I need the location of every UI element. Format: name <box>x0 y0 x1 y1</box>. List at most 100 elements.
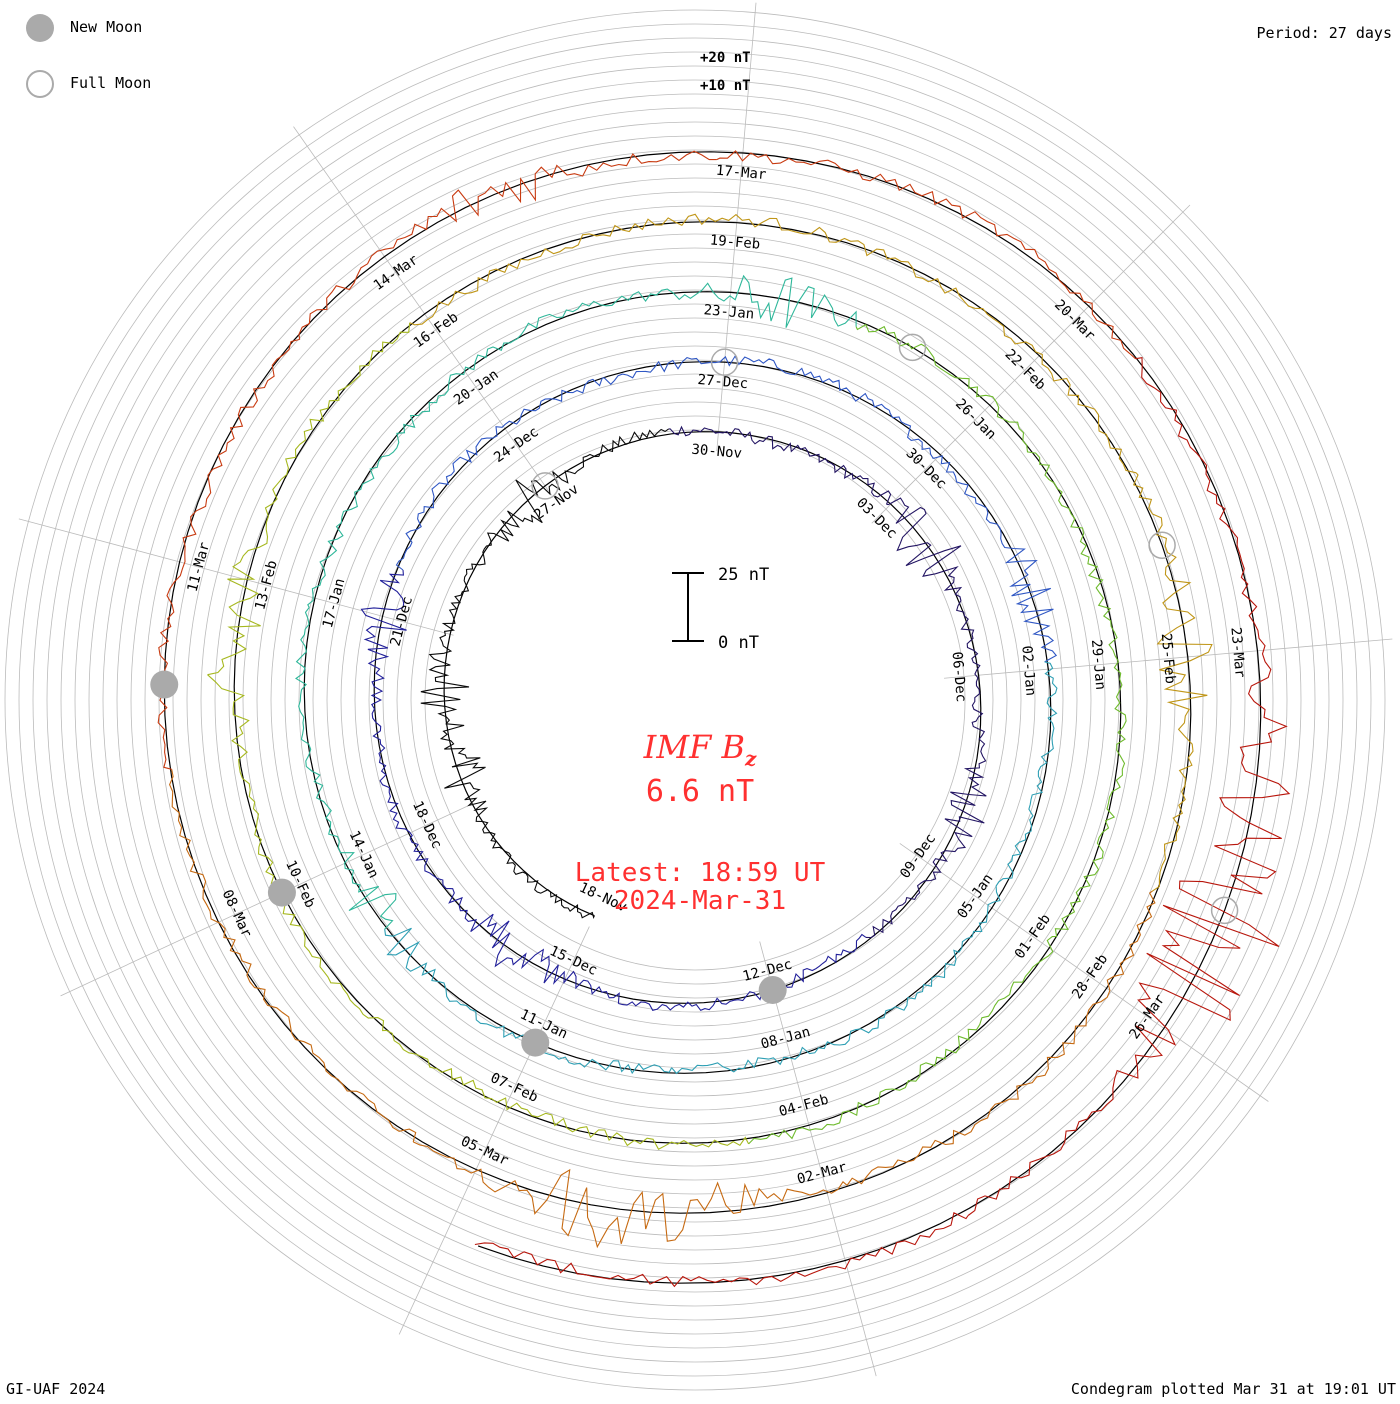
grid-ring <box>130 135 1260 1265</box>
grid-ring <box>74 79 1316 1321</box>
grid-spoke <box>759 941 877 1377</box>
date-label: 07-Feb <box>488 1070 541 1106</box>
bz-trace-segment <box>482 428 670 555</box>
bz-trace-segment <box>386 1029 750 1150</box>
grid-ring <box>242 247 1148 1153</box>
grid-ring <box>256 261 1134 1139</box>
grid-ring <box>32 37 1358 1363</box>
bz-trace-segment <box>1054 578 1127 937</box>
new-moon-icon <box>26 14 54 42</box>
bz-trace-segment <box>886 497 984 722</box>
bz-trace-segment <box>618 933 867 1011</box>
full-moon-marker <box>1148 531 1176 559</box>
grid-ring <box>116 121 1274 1279</box>
legend-full-moon: Full Moon <box>26 70 226 102</box>
bz-trace-segment <box>1132 472 1213 892</box>
date-label: 27-Dec <box>697 372 749 392</box>
bz-trace-segment <box>888 410 1058 663</box>
grid-spoke <box>398 926 590 1335</box>
date-label: 30-Nov <box>691 442 743 462</box>
grid-ring <box>214 219 1176 1181</box>
bz-trace-segment <box>207 674 387 1032</box>
bz-trace-segment <box>360 569 413 839</box>
grid-ring <box>312 317 1078 1083</box>
grid-ring <box>200 205 1190 1195</box>
grid-ring <box>46 51 1344 1349</box>
bz-trace-segment <box>409 213 802 326</box>
scale-bar-top-label: 25 nT <box>718 565 769 585</box>
grid-spoke <box>18 518 454 636</box>
bz-trace-segment <box>671 949 960 1075</box>
date-label: 06-Dec <box>949 651 969 703</box>
grid-spoke <box>60 805 469 997</box>
full-moon-label: Full Moon <box>70 74 152 92</box>
bz-trace-segment <box>420 554 486 768</box>
chart-title-main: IMF B <box>643 728 745 766</box>
bz-trace-segment <box>602 354 890 411</box>
bz-trace-segment <box>409 838 620 1004</box>
new-moon-marker <box>521 1028 550 1057</box>
bz-trace-segment <box>1135 357 1291 818</box>
scale-bar: 25 nT 0 nT <box>672 565 769 653</box>
bz-trace-segment <box>514 274 857 341</box>
new-moon-marker <box>758 975 787 1004</box>
date-label: 08-Jan <box>759 1024 812 1053</box>
date-label: 15-Dec <box>547 943 600 979</box>
date-label: 24-Dec <box>491 424 542 466</box>
grid-layer <box>4 2 1393 1391</box>
date-label: 02-Jan <box>1018 645 1038 697</box>
date-label: 29-Jan <box>1088 639 1108 691</box>
bz-trace-segment <box>444 762 595 919</box>
bz-trace-segment <box>207 322 411 676</box>
date-label: 05-Mar <box>458 1133 511 1169</box>
bz-trace-segment <box>855 323 1099 580</box>
grid-ring <box>270 275 1120 1125</box>
full-moon-marker <box>1210 896 1239 925</box>
grid-ring <box>228 233 1162 1167</box>
outer-scale-label-20: +20 nT <box>700 50 751 66</box>
grid-ring <box>368 373 1022 1027</box>
date-label: 23-Jan <box>703 302 755 322</box>
grid-ring <box>102 107 1288 1293</box>
grid-ring <box>144 149 1246 1251</box>
chart-title-sub: z <box>744 746 757 771</box>
moon-layer <box>150 333 1239 1057</box>
label-layer: 18-Nov27-Nov30-Nov03-Dec06-Dec09-Dec12-D… <box>185 163 1248 1188</box>
new-moon-marker <box>267 878 296 907</box>
latest-date: 2024-Mar-31 <box>613 886 787 916</box>
current-value: 6.6 nT <box>645 774 755 809</box>
date-label: 14-Mar <box>371 252 422 294</box>
outer-scale-label-10: +10 nT <box>700 78 751 94</box>
bz-trace-segment <box>412 1141 848 1249</box>
bz-trace-segment <box>865 720 987 939</box>
latest-time: Latest: 18:59 UT <box>574 858 826 888</box>
date-label: 28-Feb <box>1069 951 1111 1002</box>
full-moon-marker <box>710 348 739 376</box>
period-label: Period: 27 days <box>1256 24 1392 42</box>
grid-ring <box>158 163 1232 1237</box>
bz-trace-segment <box>168 769 417 1143</box>
grid-spoke <box>944 638 1393 679</box>
date-label: 17-Jan <box>320 577 349 630</box>
scale-bar-bottom-label: 0 nT <box>718 633 759 653</box>
grid-ring <box>382 387 1008 1013</box>
grid-ring <box>298 303 1092 1097</box>
chart-title: IMF Bz <box>450 728 950 770</box>
date-label: 05-Jan <box>954 871 996 922</box>
grid-spoke <box>293 126 552 496</box>
bz-trace-segment <box>846 890 1156 1186</box>
bz-trace-segment <box>395 377 603 571</box>
footer-credit: GI-UAF 2024 <box>6 1380 106 1398</box>
grid-ring <box>60 65 1330 1335</box>
bz-trace-segment <box>958 661 1058 953</box>
date-label: 20-Jan <box>451 367 502 409</box>
bz-trace-segment <box>967 817 1282 1216</box>
bz-trace-segment <box>298 150 717 340</box>
bz-trace-segment <box>474 1212 969 1288</box>
full-moon-marker <box>531 472 559 500</box>
full-moon-marker <box>898 333 927 362</box>
bz-trace-segment <box>295 607 397 930</box>
grid-ring <box>284 289 1106 1111</box>
